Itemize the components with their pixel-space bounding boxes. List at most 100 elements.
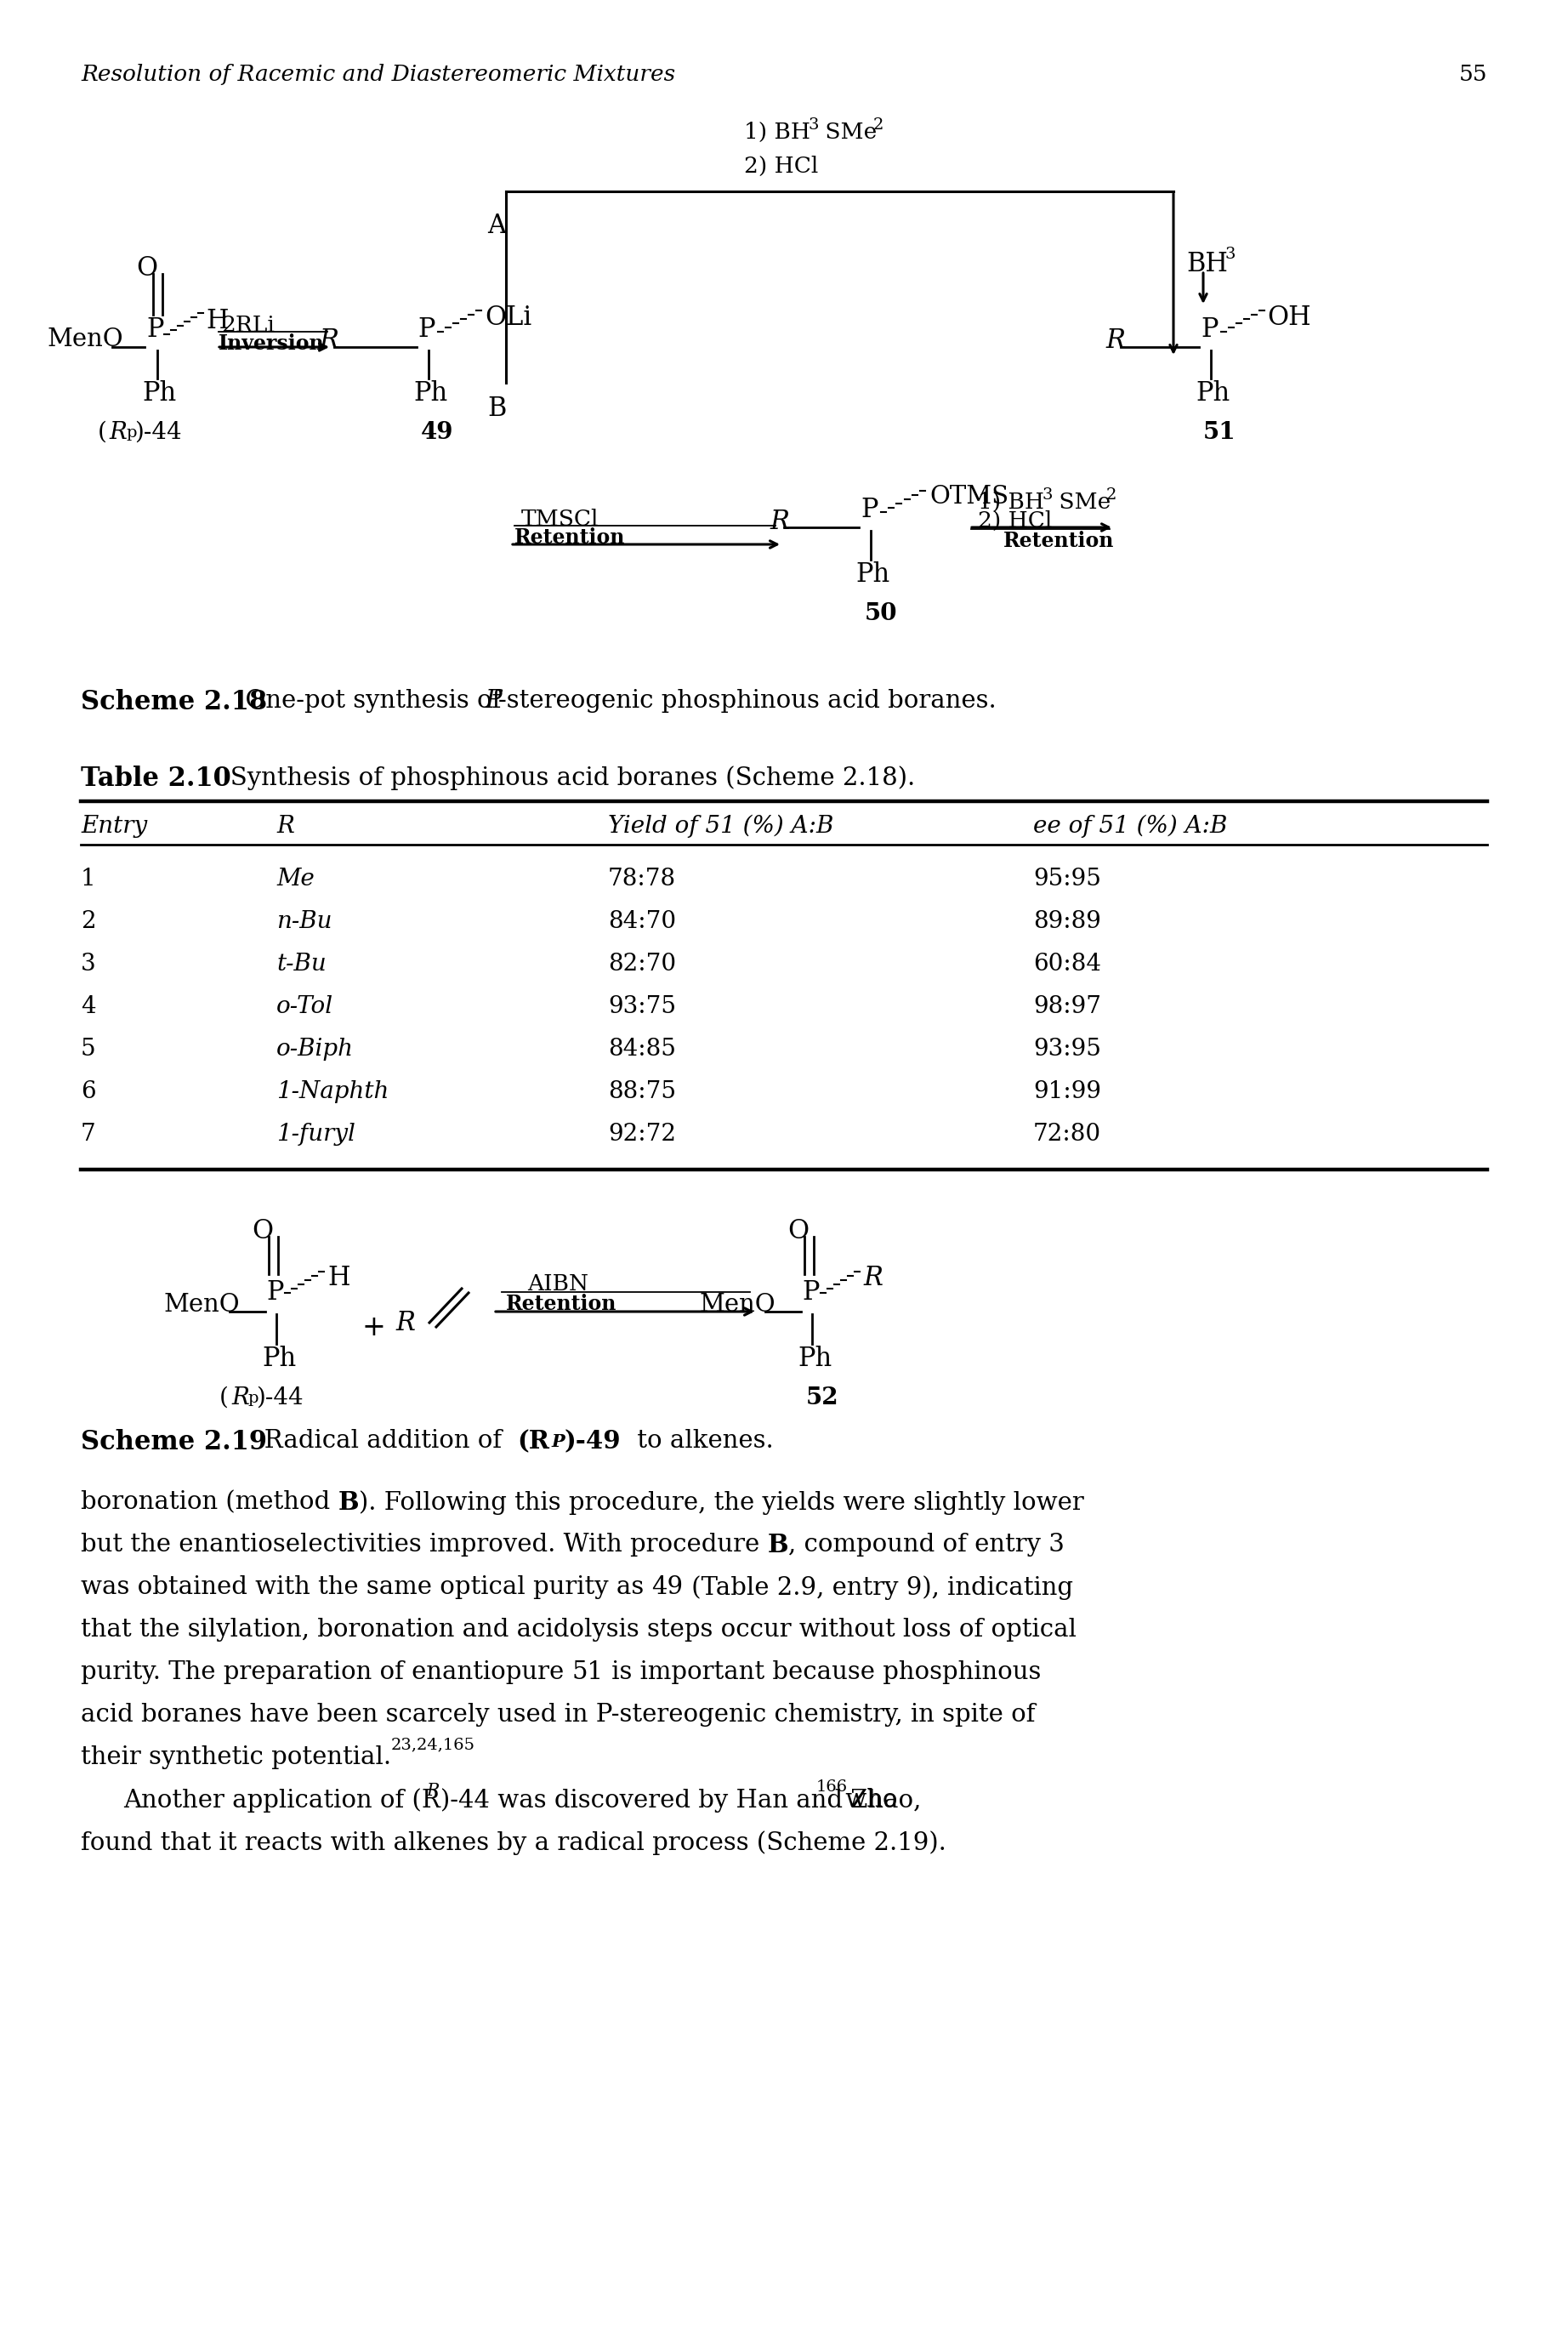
Text: 1: 1 [82, 868, 96, 891]
Text: 95:95: 95:95 [1033, 868, 1101, 891]
Text: (Table 2.9, entry 9), indicating: (Table 2.9, entry 9), indicating [684, 1575, 1073, 1599]
Text: R: R [395, 1310, 416, 1335]
Text: boronation (method: boronation (method [82, 1491, 337, 1514]
Text: H: H [328, 1265, 350, 1291]
Text: R: R [232, 1387, 249, 1408]
Text: 1-Naphth: 1-Naphth [276, 1079, 389, 1103]
Text: p: p [125, 426, 136, 440]
Text: -stereogenic phosphinous acid boranes.: -stereogenic phosphinous acid boranes. [499, 689, 996, 712]
Text: MenO: MenO [47, 327, 122, 350]
Text: R: R [770, 508, 789, 536]
Text: 98:97: 98:97 [1033, 994, 1101, 1018]
Text: 2) HCl: 2) HCl [745, 155, 818, 176]
Text: MenO: MenO [163, 1293, 240, 1317]
Text: R: R [862, 1265, 883, 1291]
Text: 1) BH: 1) BH [978, 491, 1044, 513]
Text: Retention: Retention [506, 1293, 616, 1314]
Text: (: ( [97, 421, 107, 444]
Text: Scheme 2.19: Scheme 2.19 [82, 1429, 267, 1455]
Text: (R: (R [517, 1429, 549, 1453]
Text: Table 2.10: Table 2.10 [82, 766, 230, 792]
Text: o-Tol: o-Tol [276, 994, 334, 1018]
Text: 92:72: 92:72 [608, 1124, 676, 1145]
Text: O: O [136, 256, 157, 282]
Text: 1) BH: 1) BH [745, 122, 811, 143]
Text: Retention: Retention [1004, 531, 1115, 550]
Text: 23,24,165: 23,24,165 [390, 1737, 475, 1751]
Text: 4: 4 [82, 994, 96, 1018]
Text: A: A [488, 212, 506, 240]
Text: B: B [767, 1533, 789, 1556]
Text: 2) HCl: 2) HCl [978, 510, 1052, 531]
Text: SMe: SMe [1052, 491, 1110, 513]
Text: 72:80: 72:80 [1033, 1124, 1101, 1145]
Text: R: R [1105, 327, 1124, 355]
Text: but the enantioselectivities improved. With procedure: but the enantioselectivities improved. W… [82, 1533, 767, 1556]
Text: (: ( [220, 1387, 229, 1408]
Text: 91:99: 91:99 [1033, 1079, 1101, 1103]
Text: Ph: Ph [414, 381, 447, 407]
Text: 52: 52 [806, 1387, 839, 1408]
Text: P: P [1201, 317, 1218, 343]
Text: P: P [146, 317, 163, 343]
Text: to alkenes.: to alkenes. [629, 1429, 773, 1453]
Text: Inversion: Inversion [218, 334, 325, 355]
Text: OH: OH [1267, 306, 1311, 331]
Text: AIBN: AIBN [527, 1274, 588, 1295]
Text: 2: 2 [873, 118, 884, 132]
Text: 88:75: 88:75 [608, 1079, 676, 1103]
Text: Another application of (R: Another application of (R [124, 1787, 441, 1813]
Text: O: O [787, 1218, 809, 1244]
Text: Retention: Retention [514, 527, 626, 548]
Text: 84:85: 84:85 [608, 1037, 676, 1060]
Text: 7: 7 [82, 1124, 96, 1145]
Text: P: P [426, 1782, 437, 1799]
Text: Ph: Ph [1195, 381, 1229, 407]
Text: H: H [205, 308, 229, 334]
Text: 49: 49 [420, 421, 453, 444]
Text: P: P [861, 496, 878, 524]
Text: 50: 50 [866, 602, 897, 625]
Text: OTMS: OTMS [930, 484, 1008, 508]
Text: O: O [252, 1218, 273, 1244]
Text: 78:78: 78:78 [608, 868, 676, 891]
Text: Ph: Ph [798, 1345, 833, 1373]
Text: )-49: )-49 [564, 1429, 621, 1453]
Text: Ph: Ph [262, 1345, 296, 1373]
Text: TMSCl: TMSCl [521, 508, 599, 529]
Text: One-pot synthesis of: One-pot synthesis of [229, 689, 510, 712]
Text: )-44: )-44 [256, 1387, 303, 1408]
Text: Scheme 2.18: Scheme 2.18 [82, 689, 267, 715]
Text: 1-furyl: 1-furyl [276, 1124, 356, 1145]
Text: 51: 51 [1203, 421, 1236, 444]
Text: o-Biph: o-Biph [276, 1037, 354, 1060]
Text: 89:89: 89:89 [1033, 910, 1101, 933]
Text: OLi: OLi [485, 306, 532, 331]
Text: Resolution of Racemic and Diastereomeric Mixtures: Resolution of Racemic and Diastereomeric… [82, 63, 676, 85]
Text: R: R [276, 816, 295, 837]
Text: purity. The preparation of enantiopure: purity. The preparation of enantiopure [82, 1660, 572, 1683]
Text: P: P [485, 689, 502, 712]
Text: Ph: Ph [143, 381, 176, 407]
Text: 51: 51 [572, 1660, 604, 1683]
Text: Ph: Ph [856, 562, 889, 588]
Text: 55: 55 [1458, 63, 1486, 85]
Text: 82:70: 82:70 [608, 952, 676, 976]
Text: p: p [248, 1392, 259, 1406]
Text: 2: 2 [82, 910, 96, 933]
Text: t-Bu: t-Bu [276, 952, 326, 976]
Text: Radical addition of: Radical addition of [240, 1429, 510, 1453]
Text: Yield of 51 (%) A:B: Yield of 51 (%) A:B [608, 816, 834, 837]
Text: 49: 49 [652, 1575, 684, 1599]
Text: acid boranes have been scarcely used in P-stereogenic chemistry, in spite of: acid boranes have been scarcely used in … [82, 1702, 1035, 1726]
Text: 3: 3 [1225, 247, 1236, 261]
Text: ). Following this procedure, the yields were slightly lower: ). Following this procedure, the yields … [359, 1491, 1083, 1514]
Text: their synthetic potential.: their synthetic potential. [82, 1744, 392, 1770]
Text: BH: BH [1187, 252, 1228, 277]
Text: 93:75: 93:75 [608, 994, 676, 1018]
Text: Me: Me [276, 868, 315, 891]
Text: )-44 was discovered by Han and Zhao,: )-44 was discovered by Han and Zhao, [441, 1787, 922, 1813]
Text: 2: 2 [1107, 487, 1116, 503]
Text: is important because phosphinous: is important because phosphinous [604, 1660, 1041, 1683]
Text: Entry: Entry [82, 816, 147, 837]
